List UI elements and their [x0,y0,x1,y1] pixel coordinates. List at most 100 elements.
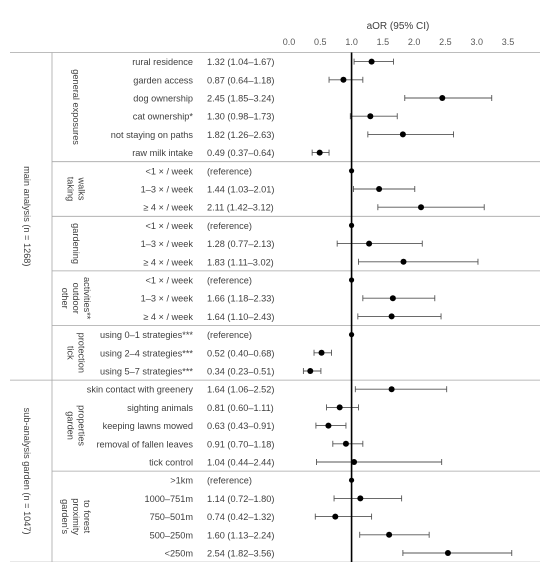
row-label: 1000–751m [144,494,193,504]
estimate-point [367,113,374,120]
row-label: sighting animals [127,403,193,413]
ci-text: 1.44 (1.03–2.01) [207,185,274,195]
row-label: <250m [165,549,194,559]
x-tick-label: 0.0 [283,37,296,47]
estimate-point [376,186,383,192]
ci-text: 1.04 (0.44–2.44) [207,458,274,468]
row-label: 750–501m [150,512,194,522]
estimate-point [368,58,375,65]
analysis-label: main analysis (n = 1268) [22,166,32,266]
ci-text: 1.64 (1.06–2.52) [207,385,274,395]
row-labels: rural residence 1.32 (1.04–1.67) garden ac… [22,57,274,558]
row-label: using 0–1 strategies*** [100,330,193,340]
ci-text: 2.11 (1.42–3.12) [207,203,274,213]
ci-text: (reference) [207,221,252,231]
analysis-label: sub-analysis garden (n = 1047) [22,408,32,535]
row-label: using 5–7 strategies*** [100,367,193,377]
group-label: taking [66,177,76,202]
ci-text: 1.66 (1.18–2.33) [207,294,274,304]
ci-text: 1.64 (1.10–2.43) [207,312,274,322]
estimate-point [336,404,343,411]
estimate-point [340,76,347,83]
row-label: ≥ 4 × / week [143,203,193,213]
row-label: tick control [149,458,193,468]
ci-text: 0.34 (0.23–0.51) [207,367,274,377]
row-label: dog ownership [133,94,193,104]
plot-area [302,52,513,562]
estimate-point [307,368,314,374]
group-label: activities** [82,277,92,320]
row-label: 1–3 × / week [141,185,194,195]
ci-text: (reference) [207,330,252,340]
group-label: proximity [71,498,81,535]
x-tick-label: 1.5 [377,37,390,47]
x-tick-label: 2.5 [439,37,452,47]
row-label: <1 × / week [146,166,194,176]
estimate-point [366,240,373,247]
x-tick-label: 1.0 [345,37,358,47]
ci-text: 0.87 (0.64–1.18) [207,75,274,85]
row-label: raw milk intake [132,148,193,158]
ci-text: 0.74 (0.42–1.32) [207,512,274,522]
group-label: gardening [71,223,81,264]
row-label: <1 × / week [146,276,194,286]
row-label: 500–250m [150,530,194,540]
ci-text: (reference) [207,276,252,286]
group-label: garden [66,411,76,440]
row-label: using 2–4 strategies*** [100,348,193,358]
ci-text: 1.60 (1.13–2.24) [207,530,274,540]
ci-text: 0.52 (0.40–0.68) [207,348,274,358]
group-label: to forest [82,500,92,534]
row-label: >1km [170,476,193,486]
estimate-point [418,204,425,211]
ci-text: (reference) [207,166,252,176]
row-label: 1–3 × / week [141,294,194,304]
estimate-point [332,513,339,520]
row-label: not staying on paths [111,130,194,140]
x-tick-label: 2.0 [408,37,421,47]
group-label: walks [77,177,87,201]
row-label: <1 × / week [146,221,194,231]
ci-text: 1.28 (0.77–2.13) [207,239,274,249]
row-label: ≥ 4 × / week [143,312,193,322]
estimate-point [399,131,406,138]
estimate-point [386,531,393,538]
estimate-point [400,258,407,265]
group-label: general exposures [71,69,81,145]
estimate-point [316,149,323,156]
ci-text: 1.83 (1.11–3.02) [207,257,274,267]
ci-text: 1.14 (0.72–1.80) [207,494,274,504]
row-label: skin contact with greenery [87,385,194,395]
estimate-point [439,95,446,101]
group-label: garden's [60,499,70,534]
table-frame [10,52,540,562]
row-label: garden access [133,75,193,85]
ci-text: 1.30 (0.98–1.73) [207,112,274,122]
group-label: tick [66,346,76,360]
ci-text: 2.45 (1.85–3.24) [207,94,274,104]
group-label: outdoor [71,283,81,314]
ci-text: 1.32 (1.04–1.67) [207,57,274,67]
group-label: properties [77,405,87,446]
estimate-point [325,422,332,429]
ci-text: 2.54 (1.82–3.56) [207,549,274,559]
x-tick-label: 0.5 [314,37,327,47]
row-label: removal of fallen leaves [96,439,193,449]
x-axis-ticks: 0.0 0.5 1.0 1.5 2.0 2.5 3.0 3.5 [283,37,515,47]
ci-text: (reference) [207,476,252,486]
x-tick-label: 3.0 [470,37,483,47]
estimate-point [351,459,358,465]
ci-text: 1.82 (1.26–2.63) [207,130,274,140]
estimate-point [342,440,349,447]
row-label: keeping lawns mowed [103,421,193,431]
estimate-point [444,550,451,556]
ci-text: 0.91 (0.70–1.18) [207,439,274,449]
estimate-point [357,495,364,502]
chart-header: aOR (95% CI) [367,21,430,32]
row-label: ≥ 4 × / week [143,257,193,267]
ci-text: 0.49 (0.37–0.64) [207,148,274,158]
estimate-point [389,295,396,302]
x-tick-label: 3.5 [502,37,515,47]
estimate-point [388,313,395,320]
ci-text: 0.63 (0.43–0.91) [207,421,274,431]
